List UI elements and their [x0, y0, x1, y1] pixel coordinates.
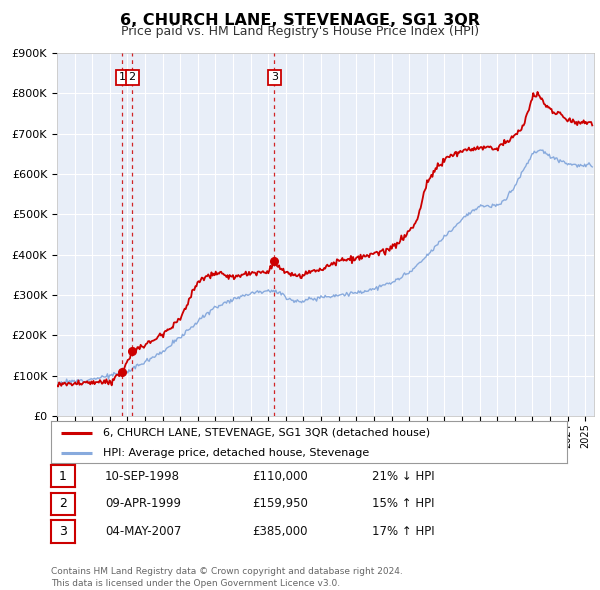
- Text: 04-MAY-2007: 04-MAY-2007: [105, 525, 181, 538]
- Text: 10-SEP-1998: 10-SEP-1998: [105, 470, 180, 483]
- Text: 1: 1: [59, 470, 67, 483]
- Text: 6, CHURCH LANE, STEVENAGE, SG1 3QR: 6, CHURCH LANE, STEVENAGE, SG1 3QR: [120, 13, 480, 28]
- Text: 15% ↑ HPI: 15% ↑ HPI: [372, 497, 434, 510]
- Text: 3: 3: [59, 525, 67, 538]
- Text: Price paid vs. HM Land Registry's House Price Index (HPI): Price paid vs. HM Land Registry's House …: [121, 25, 479, 38]
- Text: £159,950: £159,950: [252, 497, 308, 510]
- Text: £110,000: £110,000: [252, 470, 308, 483]
- Text: 17% ↑ HPI: 17% ↑ HPI: [372, 525, 434, 538]
- Text: Contains HM Land Registry data © Crown copyright and database right 2024.
This d: Contains HM Land Registry data © Crown c…: [51, 567, 403, 588]
- Text: 3: 3: [271, 73, 278, 82]
- Text: £385,000: £385,000: [252, 525, 308, 538]
- Text: 6, CHURCH LANE, STEVENAGE, SG1 3QR (detached house): 6, CHURCH LANE, STEVENAGE, SG1 3QR (deta…: [103, 428, 430, 438]
- Text: HPI: Average price, detached house, Stevenage: HPI: Average price, detached house, Stev…: [103, 448, 369, 458]
- Text: 2: 2: [128, 73, 136, 82]
- Text: 21% ↓ HPI: 21% ↓ HPI: [372, 470, 434, 483]
- Text: 09-APR-1999: 09-APR-1999: [105, 497, 181, 510]
- Text: 1: 1: [118, 73, 125, 82]
- Text: 2: 2: [59, 497, 67, 510]
